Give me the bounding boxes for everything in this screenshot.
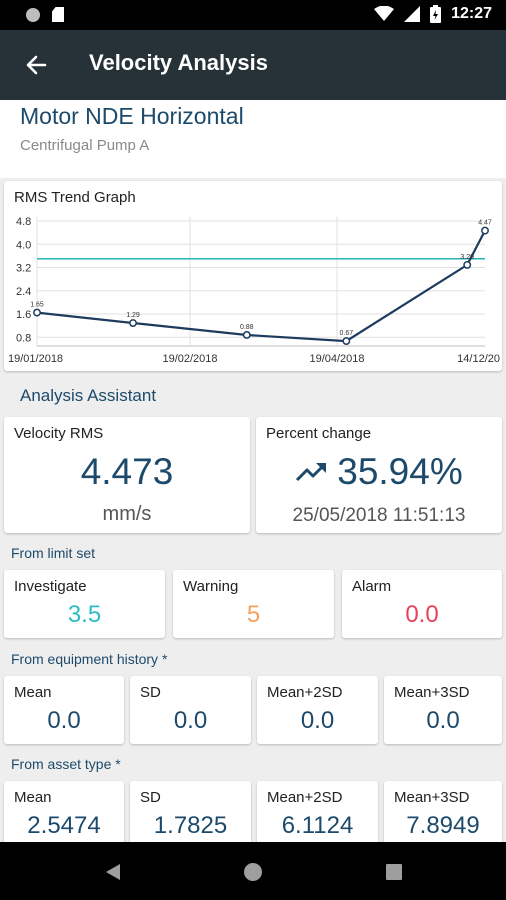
trending-up-icon bbox=[296, 462, 327, 482]
metric-label: Mean+2SD bbox=[267, 789, 343, 806]
percent-change-label: Percent change bbox=[266, 425, 372, 442]
data-point bbox=[342, 337, 351, 346]
y-tick-label: 0.8 bbox=[16, 332, 31, 344]
data-label: 0.67 bbox=[340, 330, 354, 337]
metric-label: SD bbox=[140, 789, 161, 806]
asset-type-card-mean-2sd: Mean+2SD 6.1124 bbox=[257, 781, 378, 849]
metric-label: Investigate bbox=[14, 578, 87, 595]
page-title: Velocity Analysis bbox=[89, 50, 268, 75]
percent-change-value: 35.94% bbox=[337, 451, 463, 492]
sd-card-icon bbox=[52, 7, 64, 22]
app-bar: Velocity Analysis bbox=[0, 30, 506, 100]
asset-type-card-sd: SD 1.7825 bbox=[130, 781, 251, 849]
data-point bbox=[33, 308, 41, 317]
asset-type-card-mean-3sd: Mean+3SD 7.8949 bbox=[384, 781, 502, 849]
limit-set-card-investigate: Investigate 3.5 bbox=[4, 570, 165, 638]
data-point bbox=[481, 226, 489, 235]
data-label: 4.47 bbox=[478, 220, 492, 227]
notification-icon bbox=[26, 7, 40, 22]
x-tick-label: 19/04/2018 bbox=[309, 353, 364, 365]
metric-label: SD bbox=[140, 684, 161, 701]
y-tick-label: 4.0 bbox=[16, 239, 31, 251]
data-label: 3.29 bbox=[460, 254, 474, 261]
metric-value: 0.0 bbox=[405, 601, 439, 628]
data-point bbox=[129, 319, 137, 327]
y-tick-label: 3.2 bbox=[16, 263, 31, 275]
nav-home-icon bbox=[244, 863, 262, 881]
y-tick-label: 4.8 bbox=[16, 216, 31, 228]
system-nav-bar bbox=[0, 842, 506, 900]
metric-label: Warning bbox=[183, 578, 239, 595]
signal-icon bbox=[404, 6, 421, 22]
nav-recents-icon bbox=[386, 864, 402, 880]
nav-recents-button[interactable] bbox=[382, 860, 406, 884]
nav-back-button[interactable] bbox=[101, 860, 125, 884]
velocity-rms-unit: mm/s bbox=[102, 503, 152, 525]
velocity-rms-label: Velocity RMS bbox=[14, 425, 104, 442]
metric-value: 2.5474 bbox=[27, 812, 101, 839]
wifi-icon bbox=[374, 6, 395, 21]
metric-value: 0.0 bbox=[426, 707, 460, 734]
rms-trend-chart-card[interactable]: RMS Trend Graph 4.8 4.0 3.2 2.4 1.6 0.8 19/01/… bbox=[4, 181, 502, 371]
metric-label: Alarm bbox=[352, 578, 392, 595]
metric-value: 0.0 bbox=[47, 707, 81, 734]
rms-trend-chart: 4.8 4.0 3.2 2.4 1.6 0.8 19/01/2018 19/02/2018 19… bbox=[8, 216, 500, 365]
percent-change-timestamp: 25/05/2018 11:51:13 bbox=[292, 505, 466, 526]
percent-change-row: 35.94% bbox=[256, 451, 502, 493]
data-label: 0.88 bbox=[240, 324, 254, 331]
velocity-rms-value: 4.473 bbox=[80, 451, 174, 492]
limit-set-card-warning: Warning 5 bbox=[173, 570, 334, 638]
metric-value: 7.8949 bbox=[406, 812, 480, 839]
x-tick-label: 14/12/20 bbox=[457, 353, 500, 365]
status-time: 12:27 bbox=[451, 5, 492, 22]
limit-set-card-alarm: Alarm 0.0 bbox=[342, 570, 502, 638]
metric-label: Mean+3SD bbox=[394, 789, 470, 806]
metric-value: 5 bbox=[246, 601, 261, 628]
asset-title: Motor NDE Horizontal bbox=[20, 103, 244, 129]
back-button[interactable] bbox=[18, 47, 54, 83]
velocity-rms-card: Velocity RMS 4.473 mm/s bbox=[4, 417, 250, 533]
equipment-history-card-sd: SD 0.0 bbox=[130, 676, 251, 744]
nav-home-button[interactable] bbox=[241, 860, 265, 884]
y-tick-label: 1.6 bbox=[16, 309, 31, 321]
asset-type-heading: From asset type * bbox=[11, 756, 121, 772]
limit-set-heading: From limit set bbox=[11, 545, 95, 561]
battery-charging-icon bbox=[430, 5, 442, 23]
x-tick-label: 19/01/2018 bbox=[8, 353, 63, 365]
equipment-history-card-mean-3sd: Mean+3SD 0.0 bbox=[384, 676, 502, 744]
asset-type-card-mean: Mean 2.5474 bbox=[4, 781, 124, 849]
analysis-assistant-heading: Analysis Assistant bbox=[20, 386, 157, 405]
data-point bbox=[463, 260, 472, 269]
metric-label: Mean bbox=[14, 789, 52, 806]
chart-title: RMS Trend Graph bbox=[14, 189, 136, 206]
metric-label: Mean+2SD bbox=[267, 684, 343, 701]
rms-series-line bbox=[36, 230, 486, 343]
metric-label: Mean bbox=[14, 684, 52, 701]
equipment-history-card-mean: Mean 0.0 bbox=[4, 676, 124, 744]
data-point bbox=[242, 331, 251, 339]
status-bar: 12:27 bbox=[0, 0, 506, 30]
nav-back-icon bbox=[106, 864, 120, 880]
metric-label: Mean+3SD bbox=[394, 684, 470, 701]
metric-value: 0.0 bbox=[173, 707, 208, 734]
data-label: 1.65 bbox=[30, 302, 44, 309]
metric-value: 0.0 bbox=[300, 707, 335, 734]
asset-subtitle: Centrifugal Pump A bbox=[20, 137, 150, 154]
metric-value: 3.5 bbox=[67, 601, 102, 628]
y-tick-label: 2.4 bbox=[16, 286, 31, 298]
percent-change-card: Percent change 35.94% 25/05/2018 11:51:1… bbox=[256, 417, 502, 533]
asset-header: Motor NDE Horizontal Centrifugal Pump A bbox=[0, 100, 506, 178]
data-label: 1.29 bbox=[126, 312, 140, 319]
metric-value: 6.1124 bbox=[281, 812, 354, 839]
x-tick-label: 19/02/2018 bbox=[162, 353, 217, 365]
arrow-back-icon bbox=[26, 55, 47, 75]
equipment-history-card-mean-2sd: Mean+2SD 0.0 bbox=[257, 676, 378, 744]
equipment-history-heading: From equipment history * bbox=[11, 651, 168, 667]
metric-value: 1.7825 bbox=[153, 812, 228, 839]
